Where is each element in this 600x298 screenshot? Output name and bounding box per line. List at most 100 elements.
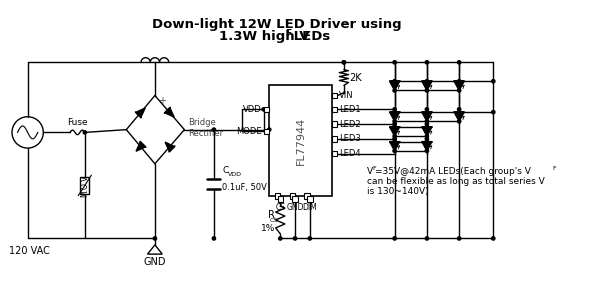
Polygon shape bbox=[422, 142, 432, 151]
Bar bbox=[275, 193, 280, 199]
Polygon shape bbox=[454, 81, 464, 91]
Polygon shape bbox=[422, 112, 432, 121]
Text: CS: CS bbox=[269, 218, 278, 224]
Bar bbox=[263, 107, 269, 112]
Polygon shape bbox=[165, 142, 175, 151]
Circle shape bbox=[458, 80, 461, 83]
Text: LED2: LED2 bbox=[340, 119, 361, 129]
Circle shape bbox=[425, 122, 428, 126]
Circle shape bbox=[393, 125, 396, 128]
Bar bbox=[332, 121, 337, 127]
Text: M.O.V: M.O.V bbox=[80, 174, 89, 197]
Polygon shape bbox=[389, 142, 400, 151]
Polygon shape bbox=[454, 112, 464, 121]
Circle shape bbox=[491, 111, 495, 114]
Text: LEDs: LEDs bbox=[289, 30, 330, 43]
Circle shape bbox=[393, 89, 396, 92]
Text: Rectifier: Rectifier bbox=[188, 129, 223, 138]
Polygon shape bbox=[389, 127, 400, 136]
Text: LED3: LED3 bbox=[340, 134, 361, 143]
Circle shape bbox=[425, 61, 428, 64]
Text: LED4: LED4 bbox=[340, 149, 361, 158]
Circle shape bbox=[458, 120, 461, 123]
Text: 2K: 2K bbox=[349, 72, 362, 83]
Circle shape bbox=[458, 108, 461, 111]
Circle shape bbox=[458, 237, 461, 240]
Circle shape bbox=[425, 237, 428, 240]
Text: Fuse: Fuse bbox=[67, 118, 88, 127]
Circle shape bbox=[425, 125, 428, 128]
Polygon shape bbox=[136, 142, 145, 151]
Circle shape bbox=[425, 134, 428, 138]
Bar bbox=[332, 93, 337, 98]
Circle shape bbox=[308, 237, 311, 240]
Circle shape bbox=[278, 237, 282, 240]
Text: Down-light 12W LED Driver using: Down-light 12W LED Driver using bbox=[152, 18, 401, 31]
Circle shape bbox=[425, 80, 428, 83]
Circle shape bbox=[342, 61, 346, 64]
Text: 1.3W high V: 1.3W high V bbox=[218, 30, 309, 43]
Circle shape bbox=[491, 80, 495, 83]
Text: Bridge: Bridge bbox=[188, 118, 216, 127]
Text: F: F bbox=[552, 166, 556, 171]
Circle shape bbox=[83, 131, 86, 134]
Bar bbox=[332, 136, 337, 142]
Bar bbox=[263, 129, 269, 134]
Text: CS: CS bbox=[275, 204, 285, 212]
Text: =35V@42mA LEDs(Each group's V: =35V@42mA LEDs(Each group's V bbox=[375, 167, 531, 176]
Bar bbox=[290, 193, 295, 199]
Text: 120 VAC: 120 VAC bbox=[9, 246, 50, 256]
Circle shape bbox=[425, 137, 428, 141]
Bar bbox=[80, 177, 89, 194]
Polygon shape bbox=[422, 81, 432, 91]
Circle shape bbox=[425, 149, 428, 153]
Text: R: R bbox=[268, 210, 275, 221]
Bar bbox=[278, 196, 283, 201]
Circle shape bbox=[293, 237, 297, 240]
Bar bbox=[292, 196, 298, 201]
Circle shape bbox=[153, 237, 157, 240]
Circle shape bbox=[458, 89, 461, 92]
Circle shape bbox=[393, 137, 396, 141]
Circle shape bbox=[393, 237, 396, 240]
Circle shape bbox=[393, 108, 396, 111]
Text: can be flexible as long as total series V: can be flexible as long as total series … bbox=[367, 177, 545, 186]
Text: VDD: VDD bbox=[228, 172, 242, 177]
Bar bbox=[332, 151, 337, 156]
Circle shape bbox=[425, 89, 428, 92]
Polygon shape bbox=[165, 108, 174, 117]
Circle shape bbox=[425, 120, 428, 123]
Circle shape bbox=[393, 120, 396, 123]
Polygon shape bbox=[389, 81, 400, 91]
Circle shape bbox=[393, 149, 396, 153]
Bar bbox=[332, 107, 337, 112]
Circle shape bbox=[458, 61, 461, 64]
Text: +: + bbox=[158, 97, 166, 106]
Circle shape bbox=[491, 237, 495, 240]
Text: is 130~140V): is 130~140V) bbox=[367, 187, 428, 196]
Circle shape bbox=[342, 61, 346, 64]
Bar bbox=[304, 193, 310, 199]
Text: GND: GND bbox=[143, 257, 166, 267]
Text: C: C bbox=[222, 166, 229, 175]
Circle shape bbox=[425, 111, 428, 114]
Circle shape bbox=[212, 237, 215, 240]
Text: F: F bbox=[372, 166, 376, 171]
Polygon shape bbox=[389, 112, 400, 121]
Polygon shape bbox=[136, 108, 145, 117]
Text: 0.1uF, 50V: 0.1uF, 50V bbox=[222, 183, 267, 192]
Text: VDD: VDD bbox=[243, 105, 262, 114]
Bar bbox=[307, 196, 313, 201]
Text: V: V bbox=[367, 167, 373, 176]
Polygon shape bbox=[422, 127, 432, 136]
Text: GND: GND bbox=[286, 204, 304, 212]
Text: LED1: LED1 bbox=[340, 105, 361, 114]
Circle shape bbox=[393, 61, 396, 64]
Text: DIM: DIM bbox=[302, 204, 317, 212]
Text: 1%: 1% bbox=[262, 224, 275, 233]
Circle shape bbox=[425, 140, 428, 143]
Circle shape bbox=[262, 108, 265, 111]
Circle shape bbox=[393, 111, 396, 114]
Circle shape bbox=[393, 122, 396, 126]
Circle shape bbox=[212, 128, 215, 131]
